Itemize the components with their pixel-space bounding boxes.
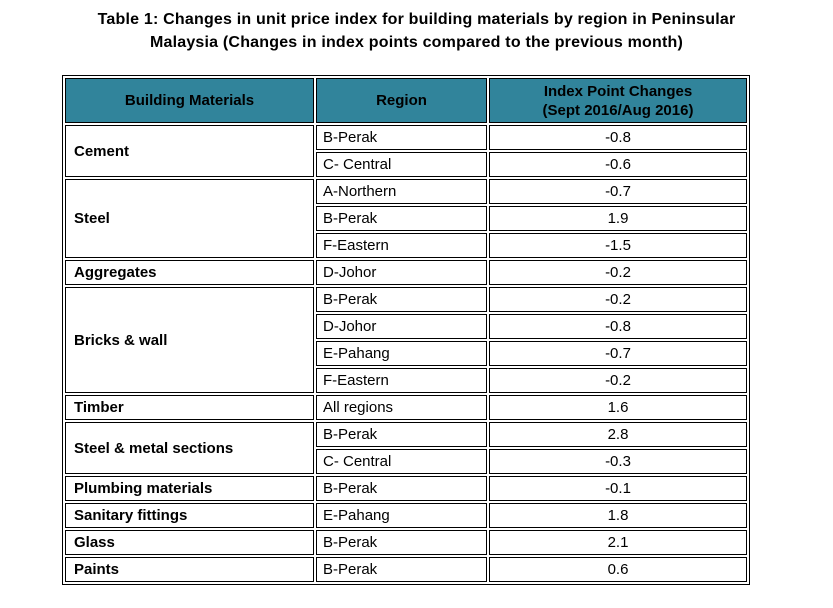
table-row: Plumbing materials B-Perak -0.1 xyxy=(65,476,747,501)
region-cell: E-Pahang xyxy=(316,341,487,366)
table-row: C- Central -0.6 xyxy=(65,152,747,177)
region-cell: F-Eastern xyxy=(316,368,487,393)
index-change-cell: -0.7 xyxy=(489,179,747,204)
table-body: Cement B-Perak -0.8 C- Central -0.6 Steel A-No… xyxy=(65,125,747,582)
region-cell: B-Perak xyxy=(316,422,487,447)
table-row: B-Perak 1.9 xyxy=(65,206,747,231)
index-change-cell: -0.3 xyxy=(489,449,747,474)
col-header-index-point-changes-line2: (Sept 2016/Aug 2016) xyxy=(542,101,694,119)
table-row: Cement B-Perak -0.8 xyxy=(65,125,747,177)
table-title-line1: Table 1: Changes in unit price index for… xyxy=(97,11,736,28)
table-row: Glass B-Perak 2.1 xyxy=(65,530,747,555)
table-row: F-Eastern -1.5 xyxy=(65,233,747,258)
region-cell: C- Central xyxy=(316,152,487,177)
table-row: Aggregates D-Johor -0.2 xyxy=(65,260,747,285)
index-change-cell: -0.7 xyxy=(489,341,747,366)
region-cell: C- Central xyxy=(316,449,487,474)
table-header: Building Materials Region Index Point Ch… xyxy=(65,78,747,123)
table-row: Steel A-Northern -0.7 xyxy=(65,179,747,258)
index-change-cell: -0.8 xyxy=(489,314,747,339)
col-header-building-materials: Building Materials xyxy=(65,78,314,123)
col-header-region: Region xyxy=(316,78,487,123)
col-header-index-point-changes: Index Point Changes (Sept 2016/Aug 2016) xyxy=(489,78,747,123)
index-change-cell: -0.2 xyxy=(489,287,747,312)
region-cell: B-Perak xyxy=(316,476,487,501)
material-cell: Aggregates xyxy=(65,260,314,285)
index-change-cell: 1.8 xyxy=(489,503,747,528)
region-cell: F-Eastern xyxy=(316,233,487,258)
index-change-cell: 2.1 xyxy=(489,530,747,555)
region-cell: E-Pahang xyxy=(316,503,487,528)
index-change-cell: -0.2 xyxy=(489,368,747,393)
table-row: Steel & metal sections B-Perak 2.8 xyxy=(65,422,747,474)
region-cell: All regions xyxy=(316,395,487,420)
table-row: Paints B-Perak 0.6 xyxy=(65,557,747,582)
table-title-line2: Malaysia (Changes in index points compar… xyxy=(149,34,684,51)
index-change-cell: 0.6 xyxy=(489,557,747,582)
material-cell: Steel xyxy=(65,179,314,258)
index-change-cell: -0.1 xyxy=(489,476,747,501)
index-change-cell: -0.2 xyxy=(489,260,747,285)
region-cell: B-Perak xyxy=(316,557,487,582)
table-row: Sanitary fittings E-Pahang 1.8 xyxy=(65,503,747,528)
index-change-cell: 1.9 xyxy=(489,206,747,231)
material-cell: Paints xyxy=(65,557,314,582)
material-cell: Glass xyxy=(65,530,314,555)
region-cell: B-Perak xyxy=(316,125,487,150)
index-change-cell: 1.6 xyxy=(489,395,747,420)
table-row: C- Central -0.3 xyxy=(65,449,747,474)
table-row: Timber All regions 1.6 xyxy=(65,395,747,420)
table-row: D-Johor -0.8 xyxy=(65,314,747,339)
table-row: F-Eastern -0.2 xyxy=(65,368,747,393)
header-row: Building Materials Region Index Point Ch… xyxy=(65,78,747,123)
col-header-index-point-changes-line1: Index Point Changes xyxy=(543,82,693,100)
region-cell: A-Northern xyxy=(316,179,487,204)
material-cell: Timber xyxy=(65,395,314,420)
region-cell: B-Perak xyxy=(316,206,487,231)
region-cell: B-Perak xyxy=(316,287,487,312)
building-materials-table: Building Materials Region Index Point Ch… xyxy=(62,75,750,585)
region-cell: D-Johor xyxy=(316,314,487,339)
material-cell: Steel & metal sections xyxy=(65,422,314,474)
index-change-cell: -0.6 xyxy=(489,152,747,177)
table-title: Table 1: Changes in unit price index for… xyxy=(0,8,833,54)
material-cell: Plumbing materials xyxy=(65,476,314,501)
index-change-cell: -1.5 xyxy=(489,233,747,258)
region-cell: B-Perak xyxy=(316,530,487,555)
material-cell: Bricks & wall xyxy=(65,287,314,393)
table-row: Bricks & wall B-Perak -0.2 xyxy=(65,287,747,393)
table-row: E-Pahang -0.7 xyxy=(65,341,747,366)
material-cell: Sanitary fittings xyxy=(65,503,314,528)
material-cell: Cement xyxy=(65,125,314,177)
region-cell: D-Johor xyxy=(316,260,487,285)
index-change-cell: 2.8 xyxy=(489,422,747,447)
index-change-cell: -0.8 xyxy=(489,125,747,150)
